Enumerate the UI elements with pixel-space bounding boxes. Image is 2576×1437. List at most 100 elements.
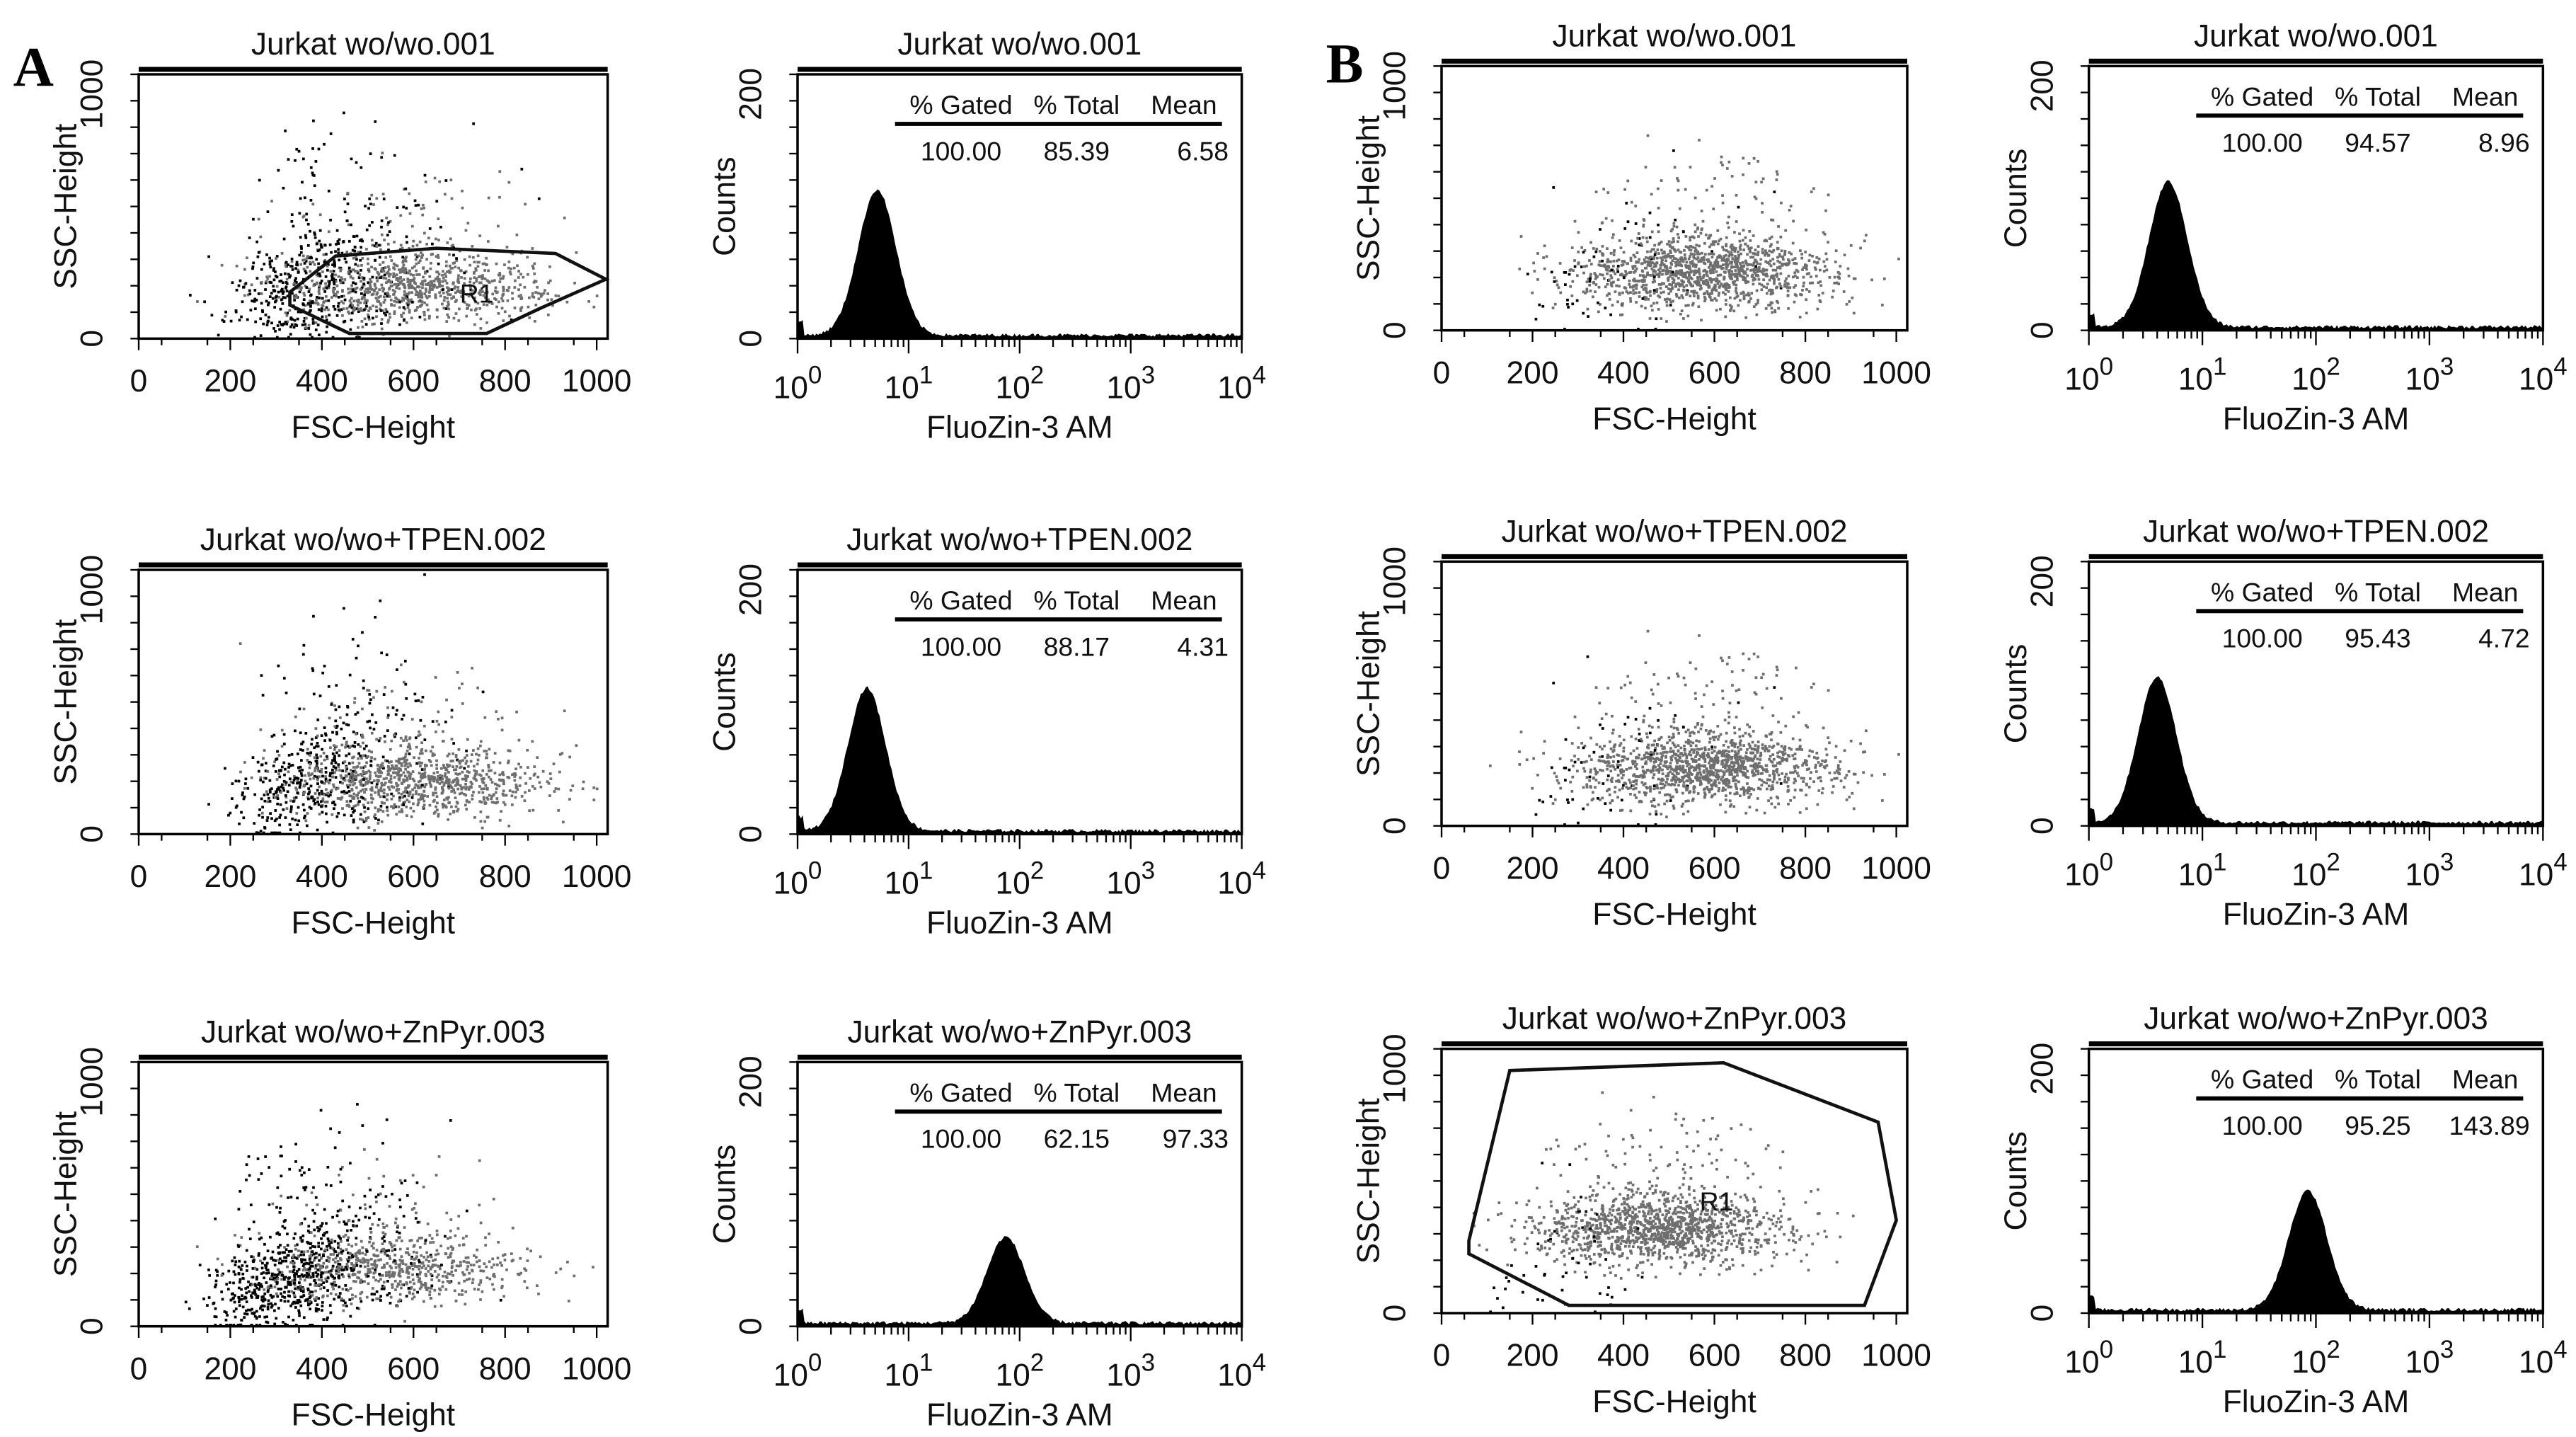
scatter-point [302, 268, 306, 270]
scatter-point [311, 667, 314, 670]
scatter-point [1780, 249, 1783, 253]
scatter-point [1711, 266, 1715, 270]
scatter-point [386, 809, 389, 812]
scatter-point [332, 270, 335, 273]
scatter-point [1781, 264, 1784, 267]
scatter-point [304, 819, 308, 823]
scatter-point [418, 779, 422, 783]
scatter-point [315, 766, 318, 769]
scatter-point [479, 774, 483, 777]
scatter-point [242, 285, 245, 289]
scatter-point [401, 282, 405, 286]
scatter-point [1669, 266, 1672, 269]
scatter-point [461, 206, 464, 210]
scatter-point [1518, 268, 1522, 270]
scatter-point [1667, 254, 1670, 258]
scatter-point [410, 291, 414, 294]
scatter-point [303, 791, 306, 794]
scatter-point [378, 767, 381, 771]
scatter-point [304, 326, 308, 329]
scatter-point [361, 256, 364, 260]
scatter-point [400, 315, 403, 318]
scatter-point [428, 782, 432, 784]
scatter-point [282, 677, 286, 680]
scatter-point [1752, 234, 1755, 237]
scatter-point [435, 759, 438, 762]
scatter-point [423, 738, 427, 741]
scatter-point [363, 754, 367, 757]
scatter-point [304, 304, 307, 307]
scatter-point [455, 259, 459, 262]
scatter-point [343, 257, 347, 261]
scatter-point [1633, 280, 1636, 282]
stats-value: 88.17 [1044, 631, 1110, 661]
scatter-point [398, 306, 401, 309]
scatter-point [522, 275, 525, 279]
scatter-point [498, 272, 502, 275]
scatter-point [1727, 255, 1731, 258]
scatter-point [364, 798, 367, 801]
scatter-point [333, 807, 335, 811]
scatter-point [1656, 248, 1660, 251]
scatter-point [1749, 246, 1753, 250]
scatter-point [1563, 270, 1566, 274]
scatter-point [347, 779, 350, 782]
scatter-point [1740, 760, 1743, 763]
scatter-point [280, 290, 283, 293]
scatter-point [361, 631, 364, 634]
scatter-point [1552, 186, 1556, 189]
scatter-point [1897, 257, 1900, 261]
stats-value: 100.00 [2222, 128, 2303, 158]
scatter-point [546, 780, 549, 784]
scatter-point [367, 281, 370, 285]
scatter-point [1602, 253, 1605, 256]
scatter-point [1745, 293, 1749, 297]
histogram-panel: Jurkat wo/wo+TPEN.0020200CountsFluoZin-3… [707, 522, 1266, 940]
scatter-point [1558, 262, 1562, 265]
scatter-point [1775, 286, 1778, 290]
scatter-point [207, 255, 210, 258]
scatter-point [280, 785, 283, 789]
scatter-point [1842, 290, 1846, 293]
scatter-point [422, 206, 426, 210]
scatter-point [1675, 225, 1679, 229]
scatter-point [340, 727, 343, 731]
scatter-point [1716, 274, 1720, 277]
scatter-point [272, 327, 275, 330]
scatter-point [1606, 191, 1610, 194]
scatter-point [1805, 273, 1809, 275]
scatter-point [1769, 276, 1773, 279]
scatter-point [308, 760, 311, 764]
scatter-point [1780, 201, 1783, 205]
scatter-point [353, 270, 357, 273]
scatter-point [1749, 751, 1752, 755]
scatter-point [1619, 273, 1622, 277]
scatter-point [313, 184, 316, 188]
scatter-point [341, 769, 344, 772]
scatter-point [309, 304, 312, 307]
scatter-point [1716, 282, 1720, 285]
scatter-point [357, 803, 360, 806]
scatter-point [1716, 265, 1720, 269]
scatter-point [1714, 240, 1718, 244]
scatter-point [1710, 185, 1714, 188]
scatter-point [423, 279, 427, 282]
scatter-point [1655, 301, 1659, 304]
scatter-point [307, 302, 310, 305]
scatter-point [1659, 752, 1662, 755]
scatter-point [319, 800, 323, 803]
scatter-point [1769, 288, 1772, 292]
scatter-point [1881, 304, 1884, 307]
scatter-point [405, 292, 408, 296]
scatter-point [1696, 294, 1700, 298]
scatter-point [309, 807, 313, 810]
tick-label: 0 [1433, 851, 1451, 886]
scatter-point [393, 804, 396, 808]
scatter-point [302, 214, 306, 217]
scatter-point [490, 302, 494, 305]
scatter-point [402, 306, 406, 309]
scatter-point [340, 294, 343, 298]
scatter-point [1689, 276, 1692, 280]
scatter-point [1631, 784, 1633, 787]
scatter-point [1816, 307, 1819, 311]
